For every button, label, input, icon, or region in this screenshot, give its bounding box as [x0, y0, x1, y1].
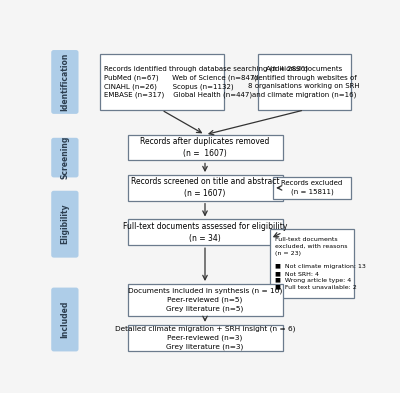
Text: Records screened on title and abstract
(n = 1607): Records screened on title and abstract (… [131, 177, 279, 198]
FancyBboxPatch shape [273, 176, 351, 199]
Text: Included: Included [60, 301, 69, 338]
Text: Documents included in synthesis (n = 10)
Peer-reviewed (n=5)
Grey literature (n=: Documents included in synthesis (n = 10)… [128, 288, 282, 312]
FancyBboxPatch shape [128, 284, 282, 316]
FancyBboxPatch shape [100, 54, 224, 110]
FancyBboxPatch shape [128, 220, 282, 245]
Text: Full-text documents assessed for eligibility
(n = 34): Full-text documents assessed for eligibi… [123, 222, 287, 243]
FancyBboxPatch shape [258, 54, 351, 110]
FancyBboxPatch shape [51, 191, 78, 258]
Text: Eligibility: Eligibility [60, 204, 69, 244]
FancyBboxPatch shape [51, 138, 78, 177]
Text: Full-text documents
excluded, with reasons
(n = 23)

■  Not climate migration: 1: Full-text documents excluded, with reaso… [275, 237, 366, 290]
FancyBboxPatch shape [128, 175, 282, 201]
Text: Records after duplicates removed
(n =  1607): Records after duplicates removed (n = 16… [140, 137, 270, 158]
Text: Records identified through database searching (n = 2836)
PubMed (n=67)      Web : Records identified through database sear… [104, 66, 308, 98]
FancyBboxPatch shape [51, 50, 78, 114]
Text: Records excluded
(n = 15811): Records excluded (n = 15811) [281, 180, 342, 195]
Text: Detailed climate migration + SRH insight (n = 6)
Peer-reviewed (n=3)
Grey litera: Detailed climate migration + SRH insight… [115, 326, 295, 350]
FancyBboxPatch shape [128, 325, 282, 351]
Text: Identification: Identification [60, 53, 69, 111]
Text: Additional documents
identified through websites of
8 organisations working on S: Additional documents identified through … [248, 66, 360, 97]
FancyBboxPatch shape [128, 135, 282, 160]
FancyBboxPatch shape [51, 288, 78, 351]
FancyBboxPatch shape [270, 230, 354, 298]
Text: Screening: Screening [60, 136, 69, 179]
